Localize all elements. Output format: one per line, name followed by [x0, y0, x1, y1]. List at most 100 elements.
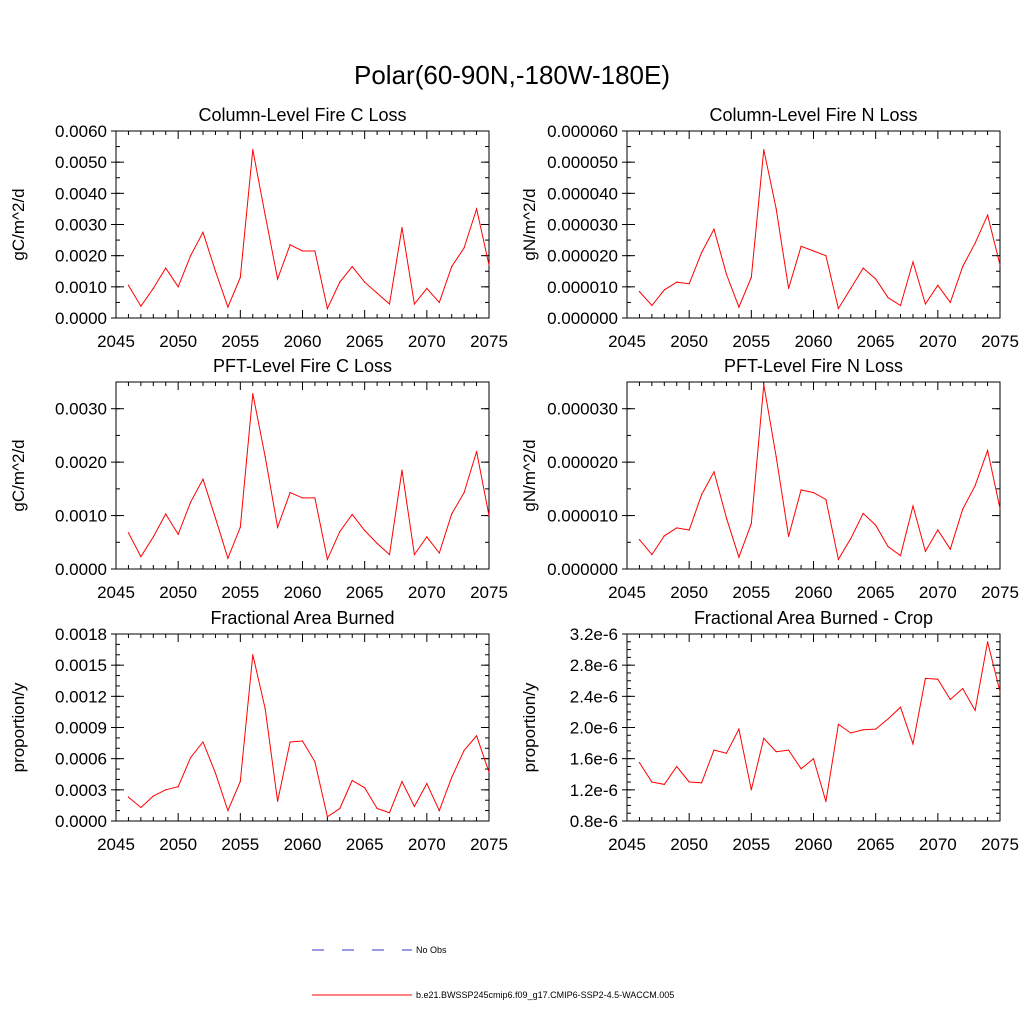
data-point [401, 780, 403, 783]
data-point [264, 708, 266, 710]
data-point [214, 270, 217, 272]
data-point [775, 456, 777, 458]
x-tick-label: 2050 [159, 835, 197, 854]
y-tick-label: 0.000050 [547, 153, 618, 172]
x-tick-label: 2070 [919, 835, 957, 854]
x-tick-label: 2045 [608, 835, 646, 854]
data-point [676, 281, 678, 283]
data-point [763, 149, 765, 151]
panel-title: PFT-Level Fire C Loss [213, 356, 392, 376]
data-point [651, 553, 653, 556]
data-point [413, 553, 415, 556]
y-axis-label: gN/m^2/d [520, 188, 539, 260]
data-point [127, 532, 130, 534]
data-point [850, 732, 852, 734]
series-line [127, 149, 490, 311]
data-point [750, 522, 752, 525]
legend-entry-no-obs: No Obs [312, 945, 447, 955]
y-tick-label: 0.0000 [55, 560, 107, 579]
data-point [962, 687, 964, 690]
y-tick-label: 0.0000 [55, 812, 107, 831]
plot-frame [115, 381, 490, 570]
x-tick-label: 2065 [857, 583, 895, 602]
data-point [401, 469, 403, 471]
data-point [701, 782, 703, 784]
data-point [750, 789, 752, 791]
x-tick-label: 2070 [408, 835, 446, 854]
data-point [651, 781, 653, 783]
data-point [277, 800, 279, 802]
data-point [301, 250, 304, 252]
data-point [688, 529, 690, 531]
y-axis-label: gN/m^2/d [520, 439, 539, 511]
data-point [937, 284, 939, 286]
data-point [701, 251, 703, 254]
data-point [438, 810, 440, 812]
x-tick-label: 2055 [221, 583, 259, 602]
data-point [713, 228, 715, 230]
x-tick-label: 2060 [795, 835, 833, 854]
x-tick-label: 2075 [470, 332, 508, 351]
y-axis-label: proportion/y [520, 682, 539, 772]
data-point [738, 556, 740, 558]
data-point [875, 524, 877, 526]
data-point [638, 290, 641, 293]
x-tick-label: 2055 [221, 332, 259, 351]
data-point [227, 306, 229, 308]
data-point [463, 491, 465, 494]
data-point [152, 536, 154, 538]
data-point [388, 553, 391, 556]
x-tick-label: 2055 [732, 332, 770, 351]
data-point [924, 550, 927, 552]
data-point [663, 535, 665, 537]
data-point [999, 691, 1001, 693]
y-tick-label: 0.0003 [55, 781, 107, 800]
data-point [426, 536, 428, 538]
y-tick-label: 0.000040 [547, 184, 618, 203]
data-point [190, 501, 192, 503]
data-point [475, 208, 478, 210]
y-tick-label: 1.2e-6 [570, 781, 618, 800]
data-point [413, 303, 415, 305]
x-tick-label: 2055 [732, 583, 770, 602]
data-point [376, 542, 378, 544]
data-point [986, 449, 989, 451]
x-tick-label: 2065 [346, 835, 384, 854]
data-point [800, 245, 802, 247]
series-line [128, 654, 490, 818]
data-point [202, 741, 204, 743]
data-point [277, 278, 279, 280]
data-point [899, 706, 902, 708]
data-point [812, 250, 815, 252]
data-point [850, 537, 852, 540]
data-point [127, 284, 130, 286]
data-point [177, 786, 179, 788]
y-tick-label: 0.0009 [55, 719, 107, 738]
chart-panel: Column-Level Fire C Loss gC/m^2/d 2045 2050… [9, 105, 508, 351]
data-point [339, 281, 341, 283]
data-point [314, 761, 316, 763]
data-point [688, 781, 690, 783]
data-point [451, 776, 453, 778]
data-point [688, 283, 690, 285]
plot-frame [626, 381, 1001, 570]
data-point [488, 264, 490, 266]
data-point [339, 807, 341, 810]
x-tick-label: 2045 [608, 332, 646, 351]
data-point [949, 548, 951, 550]
data-point [364, 281, 366, 283]
panel-title: Column-Level Fire N Loss [709, 105, 917, 125]
y-tick-label: 0.000010 [547, 278, 618, 297]
data-point [663, 783, 665, 785]
y-tick-label: 0.8e-6 [570, 812, 618, 831]
data-point [999, 508, 1001, 510]
data-point [837, 723, 839, 725]
x-tick-label: 2055 [221, 835, 259, 854]
data-point [388, 812, 391, 814]
data-point [850, 287, 852, 289]
data-point [165, 267, 167, 269]
data-point [713, 749, 715, 751]
data-point [725, 752, 728, 754]
data-point [339, 531, 341, 533]
data-point [152, 287, 154, 289]
